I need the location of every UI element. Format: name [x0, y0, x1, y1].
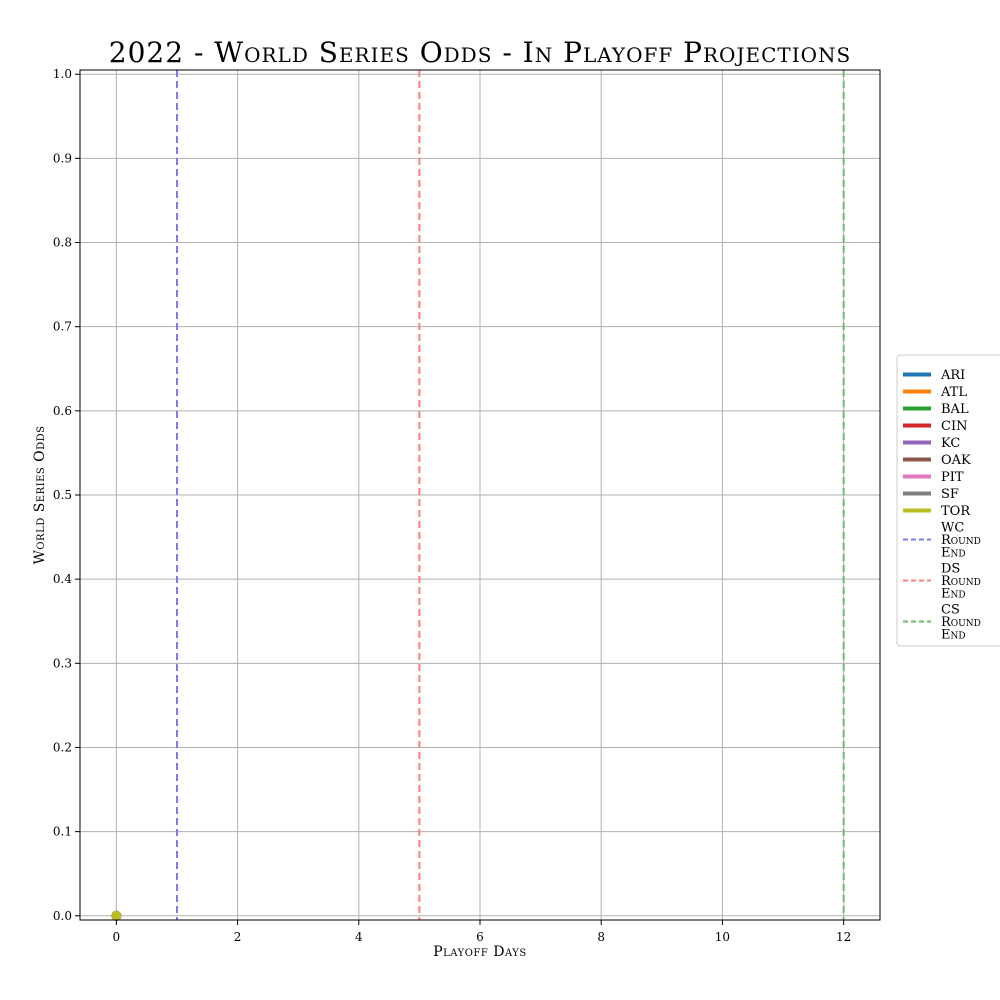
x-tick-label: 6: [476, 930, 484, 944]
legend-label-ds-round-end: DS Round End: [941, 562, 981, 602]
y-axis-ticks: 0.0 0.1 0.2 0.3 0.4 0.5 0.6 0.7 0.8 0.9 1.0: [53, 67, 80, 923]
x-tick-label: 10: [715, 930, 730, 944]
y-tick-label: 0.1: [53, 825, 72, 839]
y-tick-label: 1.0: [53, 67, 72, 81]
y-axis-label: World Series Odds: [32, 425, 48, 564]
gridlines: [80, 70, 880, 920]
y-tick-label: 0.8: [53, 236, 72, 250]
y-tick-label: 0.3: [53, 656, 72, 670]
x-tick-label: 4: [355, 930, 363, 944]
marker-tor: [111, 910, 122, 921]
y-tick-label: 0.4: [53, 572, 72, 586]
x-tick-label: 2: [234, 930, 242, 944]
legend-box: [896, 354, 1000, 647]
round-end-lines: [175, 70, 845, 920]
x-tick-label: 8: [597, 930, 605, 944]
legend-label-bal: BAL: [941, 402, 969, 417]
y-tick-label: 0.6: [53, 404, 72, 418]
y-tick-label: 0.7: [53, 320, 72, 334]
y-tick-label: 0.9: [53, 151, 72, 165]
y-tick-label: 0.5: [53, 488, 72, 502]
legend-label-oak: OAK: [941, 453, 971, 468]
x-tick-label: 12: [836, 930, 851, 944]
series-markers: [111, 910, 122, 921]
legend-label-kc: KC: [941, 436, 960, 451]
x-tick-label: 0: [113, 930, 121, 944]
legend-label-atl: ATL: [940, 385, 967, 400]
legend-label-sf: SF: [941, 487, 959, 502]
x-axis-label: Playoff Days: [433, 944, 527, 960]
legend-label-pit: PIT: [941, 470, 964, 485]
chart-title: 2022 - World Series Odds - In Playoff Pr…: [109, 36, 851, 69]
legend-label-tor: TOR: [941, 504, 971, 519]
legend-label-wc-round-end: WC Round End: [941, 521, 981, 561]
legend-label-ari: ARI: [940, 368, 965, 383]
legend-label-cs-round-end: CS Round End: [941, 603, 981, 643]
x-axis-ticks: 0 2 4 6 8 10 12: [113, 920, 851, 944]
y-tick-label: 0.0: [53, 909, 72, 923]
y-tick-label: 0.2: [53, 740, 72, 754]
legend-label-cin: CIN: [941, 419, 967, 434]
